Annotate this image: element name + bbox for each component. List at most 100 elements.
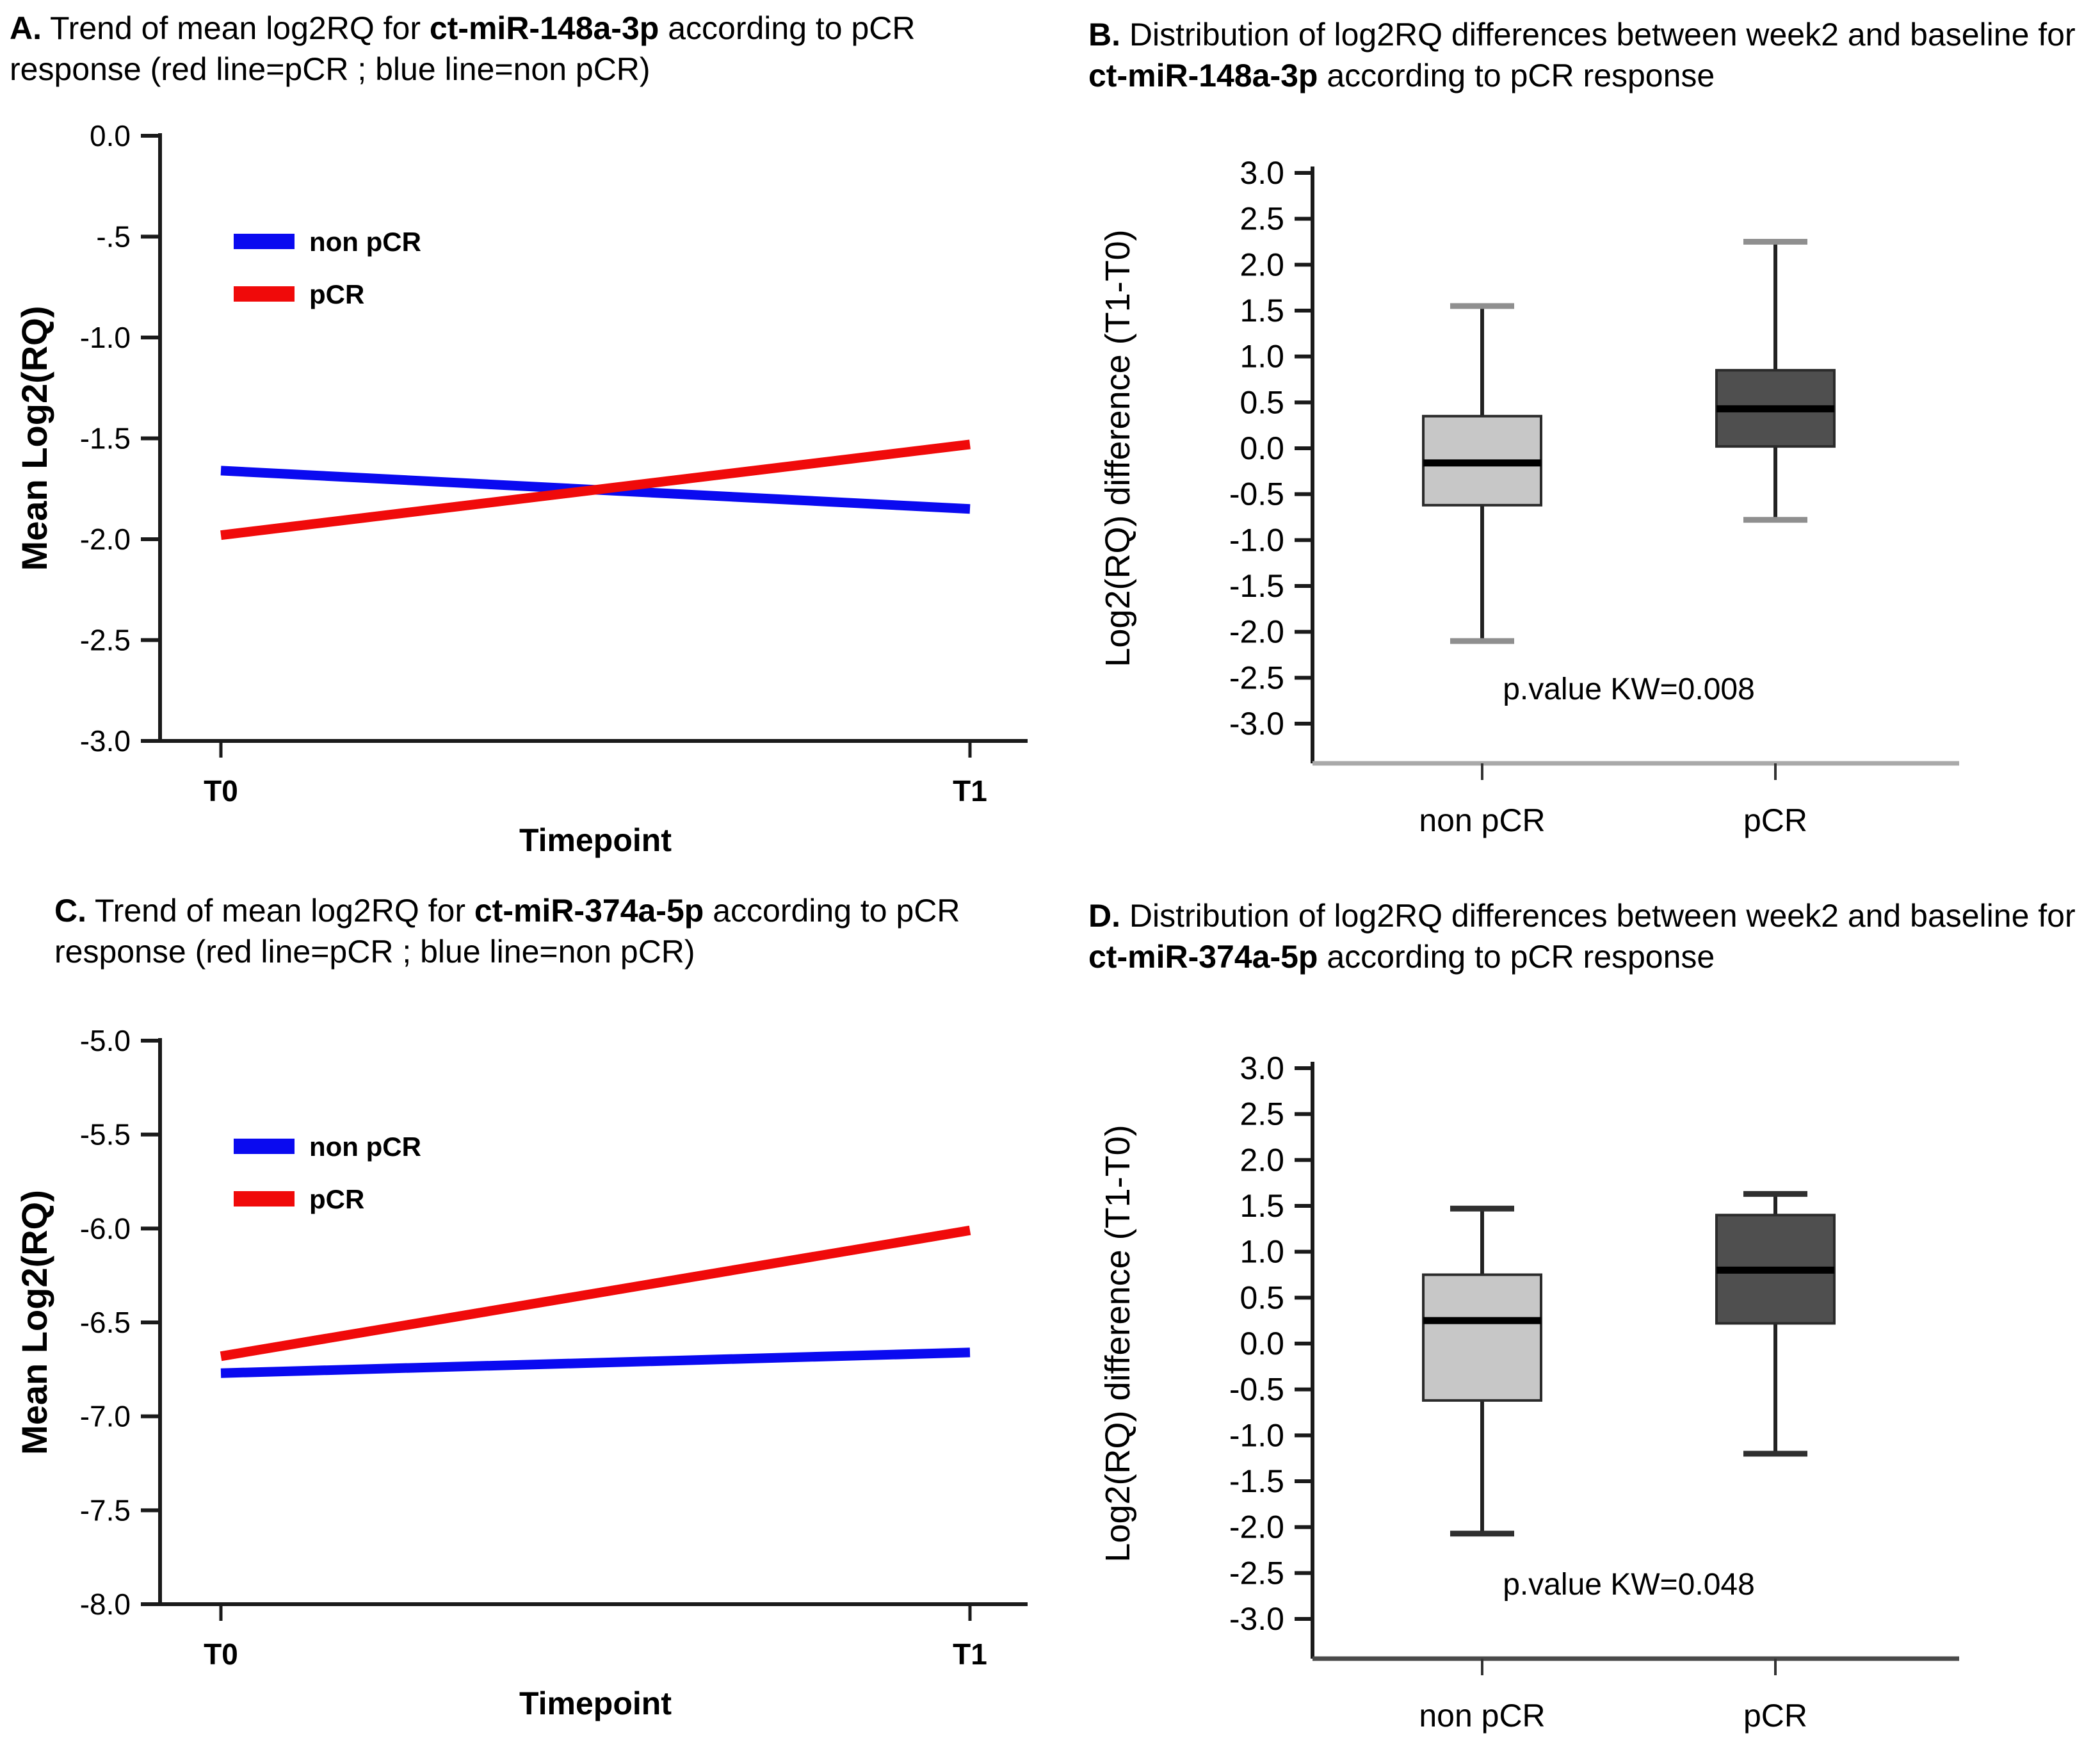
panel-a: A. Trend of mean log2RQ for ct-miR-148a-… — [10, 8, 1047, 885]
y-axis: 3.0 2.5 2.0 1.5 1.0 0.5 0.0 -0.5 -1.0 -1.5 -2.0 -2.… — [1229, 1050, 1314, 1659]
y-tick-label: -.5 — [96, 220, 131, 254]
pvalue-annotation: p.value KW=0.008 — [1503, 672, 1755, 706]
y-tick-label: -7.5 — [80, 1493, 131, 1527]
legend-label-non-pcr: non pCR — [309, 1132, 421, 1162]
y-tick-label: -1.0 — [80, 321, 131, 354]
y-tick-label: 1.5 — [1240, 293, 1284, 329]
panel-b-title-pre: Distribution of log2RQ differences betwe… — [1120, 17, 2076, 53]
category-label: pCR — [1743, 1698, 1807, 1734]
x-tick-label: T0 — [204, 774, 238, 808]
y-tick-label: 3.0 — [1240, 1050, 1284, 1086]
x-axis-title: Timepoint — [519, 1686, 672, 1721]
boxplot-non-pcr: non pCR — [1419, 1205, 1546, 1734]
category-label: non pCR — [1419, 802, 1545, 838]
legend-label-non-pcr: non pCR — [309, 227, 421, 257]
y-tick-label: -3.0 — [1229, 1601, 1284, 1637]
y-axis-title: Log2(RQ) difference (T1-T0) — [1099, 1125, 1137, 1562]
legend-label-pcr: pCR — [309, 279, 364, 309]
panel-c: C. Trend of mean log2RQ for ct-miR-374a-… — [10, 890, 1047, 1742]
y-tick-label: -2.5 — [1229, 660, 1284, 695]
line-chart-c: -5.0 -5.5 -6.0 -6.5 -7.0 -7.5 -8.0 Mean Log2(RQ… — [14, 1024, 1028, 1721]
x-tick-label: T0 — [204, 1637, 238, 1671]
y-axis-title: Log2(RQ) difference (T1-T0) — [1099, 229, 1137, 667]
panel-c-title-pre: Trend of mean log2RQ for — [86, 893, 474, 929]
y-tick-label: -1.5 — [80, 422, 131, 455]
y-tick-label: 2.5 — [1240, 1096, 1284, 1132]
x-axis: T0 T1 — [159, 739, 1028, 808]
panel-d-title-post: according to pCR response — [1318, 939, 1715, 975]
box-chart-b: 3.0 2.5 2.0 1.5 1.0 0.5 0.0 -0.5 -1.0 -1.5 -2.0 -2.… — [1099, 155, 1959, 838]
y-tick-label: 0.0 — [90, 119, 131, 152]
panel-c-title-post: according to pCR response (red line=pCR … — [54, 893, 960, 970]
panel-a-title: A. Trend of mean log2RQ for ct-miR-148a-… — [10, 8, 957, 90]
y-axis: 3.0 2.5 2.0 1.5 1.0 0.5 0.0 -0.5 -1.0 -1.5 -2.0 -2.… — [1229, 155, 1314, 763]
y-tick-label: -2.0 — [80, 523, 131, 556]
line-pcr — [220, 1225, 971, 1361]
x-tick-label: T1 — [953, 1637, 987, 1671]
y-tick-label: 0.5 — [1240, 384, 1284, 420]
y-tick-label: -6.5 — [80, 1306, 131, 1339]
panel-b-letter: B. — [1088, 17, 1120, 53]
panel-d-title-pre: Distribution of log2RQ differences betwe… — [1120, 898, 2076, 934]
y-tick-label: -2.5 — [1229, 1555, 1284, 1591]
panel-b-mirna-name: ct-miR-148a-3p — [1088, 58, 1318, 93]
panel-b-title-post: according to pCR response — [1318, 58, 1715, 93]
y-tick-label: 0.5 — [1240, 1280, 1284, 1315]
panel-d-letter: D. — [1088, 898, 1120, 934]
panel-b: B. Distribution of log2RQ differences be… — [1088, 14, 2100, 891]
y-tick-label: -1.0 — [1229, 522, 1284, 558]
y-tick-label: -0.5 — [1229, 1372, 1284, 1408]
y-tick-label: -1.0 — [1229, 1417, 1284, 1453]
iqr-box — [1422, 1273, 1542, 1402]
category-label: pCR — [1743, 802, 1807, 838]
y-tick-label: -2.0 — [1229, 614, 1284, 650]
y-tick-label: -3.0 — [1229, 706, 1284, 742]
legend-swatch-pcr — [234, 286, 295, 302]
y-tick-label: -0.5 — [1229, 476, 1284, 512]
panel-d-title: D. Distribution of log2RQ differences be… — [1088, 895, 2081, 977]
y-tick-label: 0.0 — [1240, 1326, 1284, 1361]
y-tick-label: -5.0 — [80, 1024, 131, 1057]
box-chart-d: 3.0 2.5 2.0 1.5 1.0 0.5 0.0 -0.5 -1.0 -1.5 -2.0 -2.… — [1099, 1050, 1959, 1734]
y-axis-title: Mean Log2(RQ) — [14, 306, 54, 571]
y-tick-label: 1.5 — [1240, 1188, 1284, 1224]
boxplot-pcr: pCR — [1715, 1190, 1836, 1734]
y-tick-label: -7.0 — [80, 1400, 131, 1433]
boxplot-pcr: pCR — [1715, 239, 1836, 838]
legend: non pCR pCR — [234, 1132, 421, 1214]
y-tick-label: 2.0 — [1240, 247, 1284, 282]
legend: non pCR pCR — [234, 227, 421, 309]
y-tick-label: -1.5 — [1229, 568, 1284, 604]
y-axis: 0.0 -.5 -1.0 -1.5 -2.0 -2.5 -3.0 — [80, 119, 162, 758]
y-tick-label: -1.5 — [1229, 1463, 1284, 1499]
panel-a-title-pre: Trend of mean log2RQ for — [42, 10, 430, 46]
x-axis-title: Timepoint — [519, 822, 672, 858]
y-tick-label: 1.0 — [1240, 339, 1284, 375]
line-non-pcr — [220, 1347, 971, 1378]
y-axis-title: Mean Log2(RQ) — [14, 1190, 54, 1455]
x-tick-label: T1 — [953, 774, 987, 808]
panel-d: D. Distribution of log2RQ differences be… — [1088, 895, 2100, 1742]
x-axis: T0 T1 — [159, 1602, 1028, 1671]
pvalue-annotation: p.value KW=0.048 — [1503, 1568, 1755, 1602]
y-tick-label: 2.0 — [1240, 1142, 1284, 1178]
panel-a-mirna-name: ct-miR-148a-3p — [429, 10, 659, 46]
line-chart-a: 0.0 -.5 -1.0 -1.5 -2.0 -2.5 -3.0 Mean Log2(RQ) T… — [14, 119, 1028, 858]
y-tick-label: 3.0 — [1240, 155, 1284, 191]
panel-b-title: B. Distribution of log2RQ differences be… — [1088, 14, 2081, 96]
legend-label-pcr: pCR — [309, 1184, 364, 1214]
y-axis: -5.0 -5.5 -6.0 -6.5 -7.0 -7.5 -8.0 — [80, 1024, 162, 1621]
y-tick-label: -5.5 — [80, 1118, 131, 1151]
y-tick-label: -6.0 — [80, 1212, 131, 1245]
panel-a-title-post: according to pCR response (red line=pCR … — [10, 10, 916, 87]
panel-c-title: C. Trend of mean log2RQ for ct-miR-374a-… — [54, 890, 1002, 972]
category-label: non pCR — [1419, 1698, 1545, 1734]
legend-swatch-non-pcr — [234, 234, 295, 249]
y-tick-label: -8.0 — [80, 1588, 131, 1621]
legend-swatch-non-pcr — [234, 1139, 295, 1154]
y-tick-label: -2.0 — [1229, 1509, 1284, 1545]
panel-a-letter: A. — [10, 10, 42, 46]
panel-c-mirna-name: ct-miR-374a-5p — [474, 893, 704, 929]
panel-c-letter: C. — [54, 893, 86, 929]
